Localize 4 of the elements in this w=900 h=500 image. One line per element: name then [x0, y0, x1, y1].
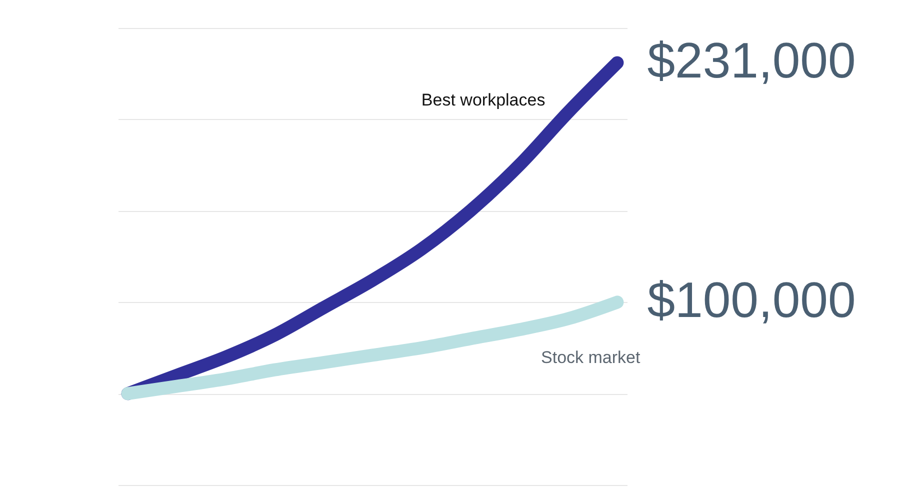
data-label: $231,000 — [647, 32, 856, 89]
data-label: $100,000 — [647, 272, 856, 328]
series-label: Best workplaces — [421, 90, 546, 110]
series-label: Stock market — [541, 348, 640, 368]
